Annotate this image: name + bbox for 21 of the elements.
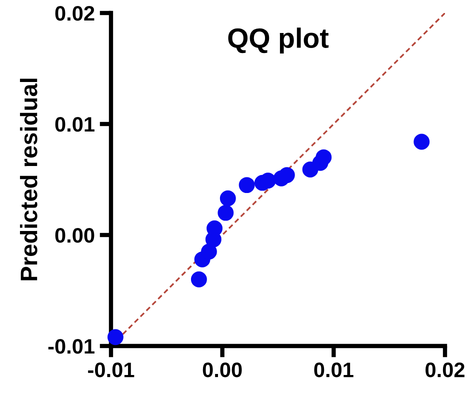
y-tick-label: 0.02 <box>55 6 94 21</box>
point <box>414 134 430 150</box>
point <box>278 167 295 184</box>
y-tick-label: 0.01 <box>55 117 94 132</box>
y-axis-title: Predicted residual <box>20 78 38 280</box>
point <box>218 204 234 221</box>
point <box>220 190 236 206</box>
x-tick-label: 0.01 <box>314 362 354 378</box>
y-tick-label: -0.01 <box>48 339 94 354</box>
point <box>107 329 124 346</box>
point <box>260 172 276 189</box>
chart-title: QQ plot <box>228 28 329 54</box>
x-tick-label: -0.01 <box>88 362 134 378</box>
point <box>200 244 217 260</box>
y-tick-label: 0.00 <box>55 228 94 243</box>
x-tick-label: 0.02 <box>426 362 464 378</box>
point <box>206 220 223 236</box>
x-tick-label: 0.00 <box>202 362 242 378</box>
point <box>316 149 332 166</box>
point <box>238 177 255 194</box>
point <box>190 271 207 288</box>
